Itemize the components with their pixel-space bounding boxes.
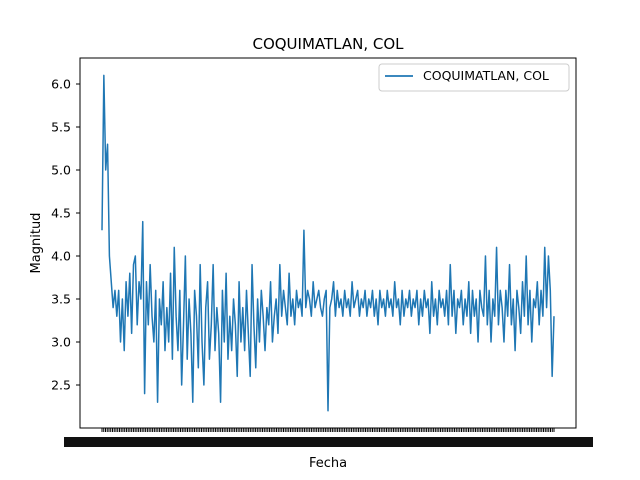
y-tick-label: 3.5 (51, 292, 71, 307)
y-tick-label: 4.0 (51, 249, 71, 264)
y-tick-label: 5.0 (51, 163, 71, 178)
x-axis-title: Fecha (309, 456, 347, 471)
y-axis-title: Magnitud (29, 213, 44, 274)
series-line (101, 74, 555, 412)
y-axis: 2.5 3.0 3.5 4.0 4.5 5.0 5.5 6.0 (51, 77, 80, 393)
y-tick-label: 4.5 (51, 206, 71, 221)
legend-box (378, 63, 570, 92)
y-tick-label: 3.0 (51, 335, 71, 350)
y-tick-label: 6.0 (51, 77, 71, 92)
y-tick-label: 2.5 (51, 378, 71, 393)
x-axis (64, 428, 593, 447)
legend: COQUIMATLAN, COL (378, 63, 570, 92)
legend-label: COQUIMATLAN, COL (423, 68, 549, 83)
chart-title: COQUIMATLAN, COL (252, 35, 404, 53)
x-tick-labels-overlapping (64, 437, 593, 447)
y-tick-label: 5.5 (51, 120, 71, 135)
